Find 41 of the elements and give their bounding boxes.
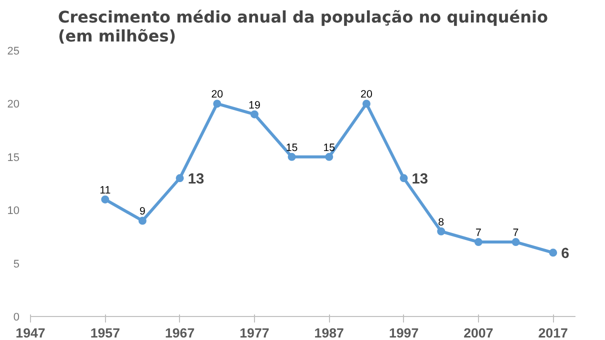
point — [512, 238, 520, 246]
data-label: 11 — [100, 184, 111, 196]
x-tick-label: 1947 — [16, 326, 46, 340]
y-tick-label: 25 — [7, 46, 20, 58]
point — [176, 174, 184, 182]
point — [362, 100, 370, 108]
x-tick-label: 1997 — [388, 326, 419, 340]
x-tick-label: 2017 — [538, 326, 568, 340]
data-label: 13 — [188, 172, 204, 188]
point — [437, 227, 446, 236]
point — [101, 195, 110, 204]
point — [400, 174, 408, 182]
data-label: 20 — [360, 88, 372, 101]
y-tick-label: 5 — [13, 258, 20, 270]
data-label: 19 — [248, 99, 260, 112]
point — [213, 100, 222, 108]
x-tick-label: 1977 — [240, 326, 270, 340]
y-tick-label: 15 — [7, 152, 20, 164]
x-tick-label: 1957 — [90, 326, 120, 340]
data-label: 13 — [412, 172, 428, 188]
point — [138, 216, 146, 225]
point — [474, 238, 482, 246]
chart-title: Crescimento médio anual da população no quinquénio (em milhões) — [58, 8, 548, 46]
data-label: 7 — [475, 227, 482, 240]
x-tick-label: 2007 — [464, 326, 494, 340]
point — [288, 152, 296, 161]
point — [325, 152, 334, 161]
data-label: 15 — [323, 142, 336, 154]
data-label: 7 — [512, 227, 519, 240]
point — [549, 248, 558, 257]
data-label: 20 — [211, 88, 224, 101]
y-tick-label: 0 — [13, 312, 20, 324]
y-tick-label: 10 — [7, 205, 20, 218]
x-tick-label: 1987 — [314, 326, 344, 340]
y-tick-label: 20 — [7, 98, 20, 111]
x-tick-label: 1967 — [164, 326, 195, 340]
data-label: 8 — [438, 216, 444, 228]
data-label: 15 — [286, 142, 298, 154]
data-label: 9 — [140, 206, 146, 218]
point — [250, 110, 258, 118]
data-label: 6 — [561, 246, 570, 262]
